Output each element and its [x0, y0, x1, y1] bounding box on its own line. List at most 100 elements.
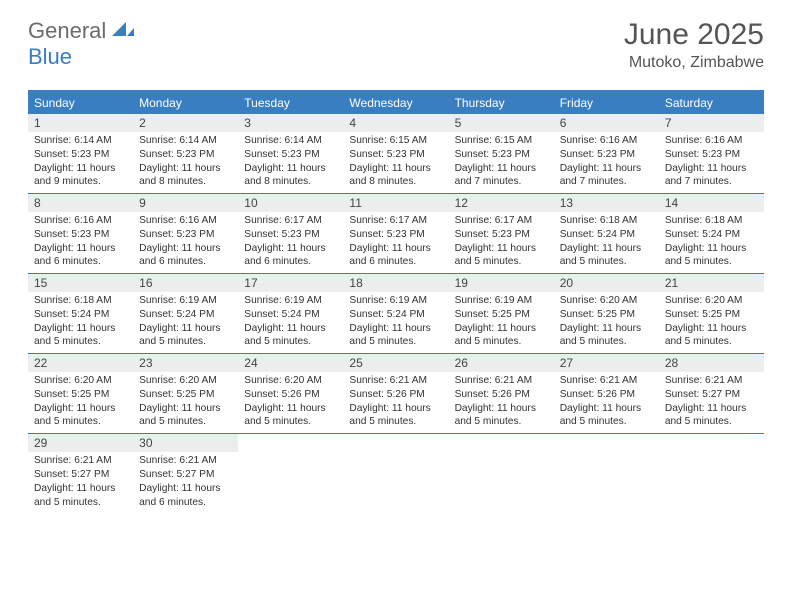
- daylight-line: Daylight: 11 hours and 5 minutes.: [139, 322, 232, 350]
- calendar-week: 1Sunrise: 6:14 AMSunset: 5:23 PMDaylight…: [28, 114, 764, 194]
- sunset-line: Sunset: 5:23 PM: [244, 228, 337, 242]
- calendar-day: 20Sunrise: 6:20 AMSunset: 5:25 PMDayligh…: [554, 274, 659, 353]
- calendar-day: 12Sunrise: 6:17 AMSunset: 5:23 PMDayligh…: [449, 194, 554, 273]
- calendar-day: 27Sunrise: 6:21 AMSunset: 5:26 PMDayligh…: [554, 354, 659, 433]
- calendar-day: [238, 434, 343, 513]
- day-details: Sunrise: 6:20 AMSunset: 5:25 PMDaylight:…: [28, 372, 133, 433]
- day-details: Sunrise: 6:17 AMSunset: 5:23 PMDaylight:…: [343, 212, 448, 273]
- calendar-week: 8Sunrise: 6:16 AMSunset: 5:23 PMDaylight…: [28, 194, 764, 274]
- sunset-line: Sunset: 5:25 PM: [560, 308, 653, 322]
- sunset-line: Sunset: 5:26 PM: [349, 388, 442, 402]
- calendar-day: 25Sunrise: 6:21 AMSunset: 5:26 PMDayligh…: [343, 354, 448, 433]
- daylight-line: Daylight: 11 hours and 7 minutes.: [665, 162, 758, 190]
- day-number: 11: [343, 194, 448, 212]
- sunrise-line: Sunrise: 6:21 AM: [34, 454, 127, 468]
- sunrise-line: Sunrise: 6:16 AM: [34, 214, 127, 228]
- daylight-line: Daylight: 11 hours and 7 minutes.: [455, 162, 548, 190]
- day-number: 23: [133, 354, 238, 372]
- sunrise-line: Sunrise: 6:14 AM: [244, 134, 337, 148]
- day-number: 4: [343, 114, 448, 132]
- sunrise-line: Sunrise: 6:18 AM: [34, 294, 127, 308]
- daylight-line: Daylight: 11 hours and 5 minutes.: [455, 242, 548, 270]
- header: General June 2025 Mutoko, Zimbabwe: [0, 0, 792, 80]
- day-number: 1: [28, 114, 133, 132]
- daylight-line: Daylight: 11 hours and 5 minutes.: [560, 322, 653, 350]
- logo-text-general: General: [28, 18, 106, 44]
- sunrise-line: Sunrise: 6:16 AM: [139, 214, 232, 228]
- logo-sail-icon: [112, 20, 134, 43]
- sunset-line: Sunset: 5:23 PM: [349, 228, 442, 242]
- day-details: Sunrise: 6:19 AMSunset: 5:24 PMDaylight:…: [133, 292, 238, 353]
- sunrise-line: Sunrise: 6:21 AM: [560, 374, 653, 388]
- day-details: Sunrise: 6:15 AMSunset: 5:23 PMDaylight:…: [343, 132, 448, 193]
- day-number: 30: [133, 434, 238, 452]
- day-details: Sunrise: 6:21 AMSunset: 5:26 PMDaylight:…: [343, 372, 448, 433]
- day-number: 12: [449, 194, 554, 212]
- day-number: 7: [659, 114, 764, 132]
- day-details: Sunrise: 6:19 AMSunset: 5:25 PMDaylight:…: [449, 292, 554, 353]
- daylight-line: Daylight: 11 hours and 6 minutes.: [244, 242, 337, 270]
- sunset-line: Sunset: 5:23 PM: [455, 228, 548, 242]
- day-details: Sunrise: 6:18 AMSunset: 5:24 PMDaylight:…: [659, 212, 764, 273]
- calendar: Sunday Monday Tuesday Wednesday Thursday…: [28, 90, 764, 513]
- calendar-week: 22Sunrise: 6:20 AMSunset: 5:25 PMDayligh…: [28, 354, 764, 434]
- weekday-header: Tuesday: [238, 92, 343, 114]
- calendar-week: 15Sunrise: 6:18 AMSunset: 5:24 PMDayligh…: [28, 274, 764, 354]
- day-details: Sunrise: 6:20 AMSunset: 5:25 PMDaylight:…: [554, 292, 659, 353]
- weekday-header: Sunday: [28, 92, 133, 114]
- sunrise-line: Sunrise: 6:20 AM: [665, 294, 758, 308]
- day-details: Sunrise: 6:18 AMSunset: 5:24 PMDaylight:…: [554, 212, 659, 273]
- day-number: 5: [449, 114, 554, 132]
- calendar-day: 4Sunrise: 6:15 AMSunset: 5:23 PMDaylight…: [343, 114, 448, 193]
- day-details: Sunrise: 6:19 AMSunset: 5:24 PMDaylight:…: [343, 292, 448, 353]
- sunrise-line: Sunrise: 6:19 AM: [349, 294, 442, 308]
- day-details: Sunrise: 6:19 AMSunset: 5:24 PMDaylight:…: [238, 292, 343, 353]
- logo-text-blue: Blue: [28, 44, 72, 69]
- day-number: 13: [554, 194, 659, 212]
- sunrise-line: Sunrise: 6:19 AM: [244, 294, 337, 308]
- daylight-line: Daylight: 11 hours and 5 minutes.: [349, 322, 442, 350]
- calendar-day: 26Sunrise: 6:21 AMSunset: 5:26 PMDayligh…: [449, 354, 554, 433]
- weekday-header-row: Sunday Monday Tuesday Wednesday Thursday…: [28, 92, 764, 114]
- day-details: Sunrise: 6:20 AMSunset: 5:26 PMDaylight:…: [238, 372, 343, 433]
- calendar-day: 7Sunrise: 6:16 AMSunset: 5:23 PMDaylight…: [659, 114, 764, 193]
- day-details: Sunrise: 6:16 AMSunset: 5:23 PMDaylight:…: [133, 212, 238, 273]
- daylight-line: Daylight: 11 hours and 6 minutes.: [349, 242, 442, 270]
- day-number: 8: [28, 194, 133, 212]
- calendar-day: 19Sunrise: 6:19 AMSunset: 5:25 PMDayligh…: [449, 274, 554, 353]
- day-number: 27: [554, 354, 659, 372]
- calendar-day: 30Sunrise: 6:21 AMSunset: 5:27 PMDayligh…: [133, 434, 238, 513]
- daylight-line: Daylight: 11 hours and 8 minutes.: [244, 162, 337, 190]
- sunrise-line: Sunrise: 6:14 AM: [34, 134, 127, 148]
- sunset-line: Sunset: 5:23 PM: [139, 228, 232, 242]
- daylight-line: Daylight: 11 hours and 6 minutes.: [139, 482, 232, 510]
- location: Mutoko, Zimbabwe: [624, 54, 764, 72]
- day-number: 19: [449, 274, 554, 292]
- sunrise-line: Sunrise: 6:17 AM: [349, 214, 442, 228]
- sunset-line: Sunset: 5:27 PM: [139, 468, 232, 482]
- sunrise-line: Sunrise: 6:18 AM: [560, 214, 653, 228]
- day-details: Sunrise: 6:17 AMSunset: 5:23 PMDaylight:…: [449, 212, 554, 273]
- day-number: 20: [554, 274, 659, 292]
- day-number: 6: [554, 114, 659, 132]
- sunset-line: Sunset: 5:23 PM: [34, 148, 127, 162]
- day-number: 24: [238, 354, 343, 372]
- calendar-day: 18Sunrise: 6:19 AMSunset: 5:24 PMDayligh…: [343, 274, 448, 353]
- daylight-line: Daylight: 11 hours and 5 minutes.: [244, 402, 337, 430]
- calendar-day: 11Sunrise: 6:17 AMSunset: 5:23 PMDayligh…: [343, 194, 448, 273]
- day-details: Sunrise: 6:14 AMSunset: 5:23 PMDaylight:…: [238, 132, 343, 193]
- day-details: Sunrise: 6:21 AMSunset: 5:27 PMDaylight:…: [659, 372, 764, 433]
- calendar-day: 22Sunrise: 6:20 AMSunset: 5:25 PMDayligh…: [28, 354, 133, 433]
- title-block: June 2025 Mutoko, Zimbabwe: [624, 18, 764, 72]
- sunset-line: Sunset: 5:23 PM: [455, 148, 548, 162]
- sunset-line: Sunset: 5:25 PM: [665, 308, 758, 322]
- sunset-line: Sunset: 5:25 PM: [34, 388, 127, 402]
- logo: General: [28, 18, 136, 44]
- sunrise-line: Sunrise: 6:15 AM: [455, 134, 548, 148]
- day-number: 17: [238, 274, 343, 292]
- calendar-day: 15Sunrise: 6:18 AMSunset: 5:24 PMDayligh…: [28, 274, 133, 353]
- day-number: 28: [659, 354, 764, 372]
- day-number: 18: [343, 274, 448, 292]
- day-details: Sunrise: 6:15 AMSunset: 5:23 PMDaylight:…: [449, 132, 554, 193]
- calendar-day: 13Sunrise: 6:18 AMSunset: 5:24 PMDayligh…: [554, 194, 659, 273]
